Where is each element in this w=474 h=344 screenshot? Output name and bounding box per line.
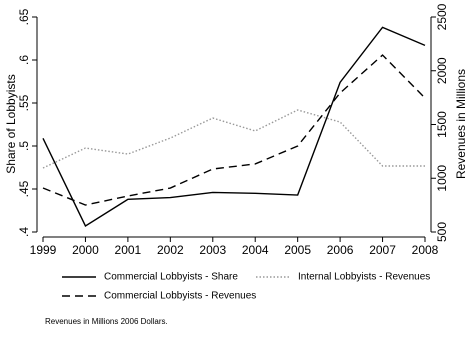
legend-label: Internal Lobbyists - Revenues (298, 272, 430, 283)
x-tick-label: 2001 (115, 243, 142, 257)
series-line (42, 54, 426, 206)
x-tick-label: 2004 (242, 243, 269, 257)
note: Revenues in Millions 2006 Dollars. (45, 317, 168, 326)
y-tick-label: .6 (17, 55, 31, 65)
y-tick-label: .4 (17, 227, 31, 237)
x-tick-label: 2007 (369, 243, 396, 257)
y-tick-label: .45 (17, 180, 31, 197)
legend-label: Commercial Lobbyists - Revenues (104, 291, 256, 302)
y2-axis-title: Revenues in Millions (454, 69, 468, 179)
y-tick-label: .5 (17, 141, 31, 151)
x-tick-label: 2008 (412, 243, 439, 257)
x-tick-label: 2000 (72, 243, 99, 257)
y2-tick-label: 1000 (435, 165, 449, 192)
y2-tick-label: 1500 (435, 111, 449, 138)
x-tick-label: 1999 (30, 243, 57, 257)
y-tick-label: .65 (17, 8, 31, 25)
series-line (42, 109, 425, 169)
x-tick-label: 2005 (284, 243, 311, 257)
legend-label: Commercial Lobbyists - Share (104, 272, 238, 283)
y2-tick-label: 500 (435, 222, 449, 242)
y2-tick-label: 2000 (435, 57, 449, 84)
y-axis-title: Share of Lobbyists (4, 74, 18, 173)
x-tick-label: 2003 (199, 243, 226, 257)
y-tick-label: .55 (17, 94, 31, 111)
series-line (42, 26, 426, 227)
x-tick-label: 2006 (327, 243, 354, 257)
x-tick-label: 2002 (157, 243, 184, 257)
y2-tick-label: 2500 (435, 3, 449, 30)
